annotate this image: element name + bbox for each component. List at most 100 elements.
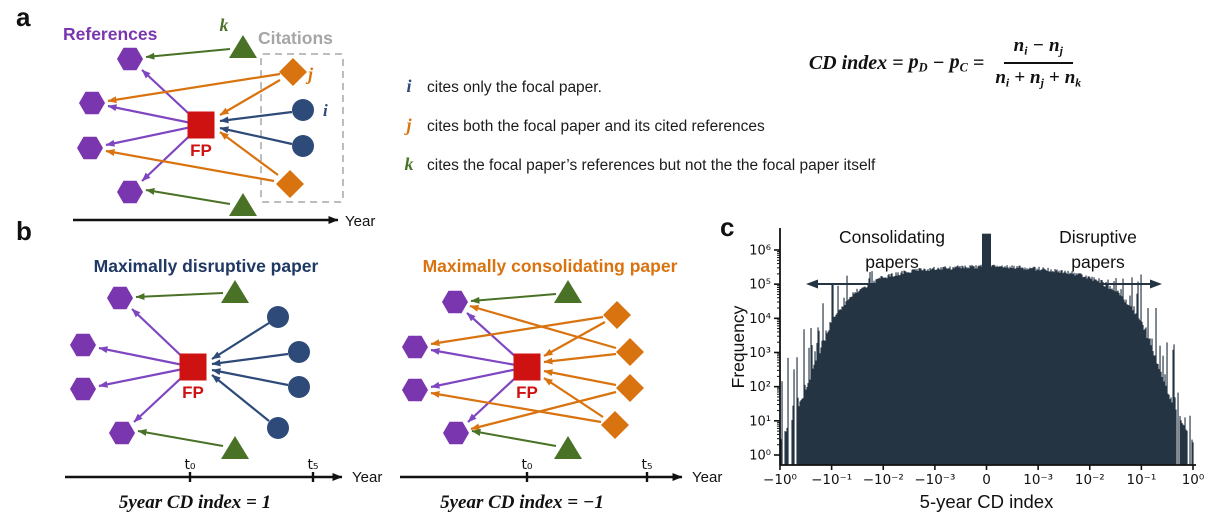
svg-text:10⁻¹: 10⁻¹ (1127, 472, 1157, 488)
legend-text-j: cites both the focal paper and its cited… (427, 118, 765, 135)
formula-lhs: CD index (808, 51, 888, 74)
reference-hexagon (77, 136, 103, 160)
formula-pC: pC (949, 50, 968, 75)
citation-to-reference-arrow (469, 304, 617, 350)
citations-dashed-box (260, 53, 344, 203)
year-axis-label: Year (352, 469, 382, 486)
formula-minus: − (932, 51, 945, 74)
reference-hexagon (79, 91, 105, 115)
consolidating-diagram: FP t₀ t₅ Year 5year CD index = −1 (400, 280, 722, 513)
j-diamond (601, 411, 629, 439)
j-cites-reference-arrow (107, 72, 281, 104)
reference-hexagon (117, 47, 143, 71)
svg-text:10³: 10³ (749, 346, 771, 361)
svg-text:−10⁻¹: −10⁻¹ (811, 472, 852, 488)
fp-label: FP (516, 383, 538, 402)
references-label: References (63, 24, 158, 44)
legend-row-i: i cites only the focal paper. (400, 76, 875, 98)
year-axis-label: Year (345, 213, 375, 230)
x-axis-title: 5-year CD index (920, 491, 1054, 512)
k-cites-reference-arrow (471, 429, 557, 447)
i-circle (292, 99, 314, 121)
panel-a-citation-diagram: Year References Citations k j i FP (63, 15, 375, 230)
consolidating-caption: 5year CD index = −1 (440, 492, 604, 513)
i-circle (288, 341, 310, 363)
legend-row-j: j cites both the focal paper and its cit… (400, 115, 875, 137)
citation-to-fp-arrow (211, 368, 289, 387)
consolidating-papers-annotation: papers (865, 252, 919, 272)
i-circle (267, 306, 289, 328)
cd-index-histogram: 10⁰ 10¹ 10² 10³ 10⁴ 10⁵ 10⁶ −10⁰ −10⁻¹ −10⁻² −10⁻³… (728, 227, 1204, 512)
disruptive-papers-annotation: papers (1071, 252, 1125, 272)
legend-row-k: k cites the focal paper’s references but… (400, 154, 876, 176)
k-letter-label: k (220, 15, 229, 35)
legend-text-i: cites only the focal paper. (427, 79, 602, 96)
y-ticks (774, 249, 780, 456)
reference-hexagon (402, 378, 428, 402)
k-cites-reference-arrow (137, 429, 224, 447)
i-letter-label: i (323, 101, 328, 120)
citation-to-fp-arrow (211, 374, 270, 422)
t0-label: t₀ (521, 457, 532, 473)
k-cites-reference-arrow (470, 293, 557, 304)
citation-to-fp-arrow (543, 321, 606, 357)
citations-label: Citations (258, 28, 333, 48)
j-letter-label: j (305, 64, 314, 84)
fp-to-reference-arrow (430, 365, 528, 389)
panel-b-letter: b (16, 216, 32, 246)
disruptive-caption: 5year CD index = 1 (119, 492, 271, 513)
panel-b-extreme-examples: Maximally disruptive paper Maximally con… (65, 256, 722, 513)
svg-text:−10⁰: −10⁰ (763, 472, 797, 488)
k-triangle (554, 436, 582, 459)
k-triangle (221, 280, 249, 303)
svg-text:10⁰: 10⁰ (749, 449, 771, 464)
panel-a-letter: a (16, 2, 31, 32)
citation-to-fp-arrow (543, 352, 617, 365)
year-axis-label: Year (692, 469, 722, 486)
legend: i cites only the focal paper. j cites bo… (400, 76, 876, 193)
legend-text-k: cites the focal paper’s references but n… (427, 157, 876, 174)
j-cites-reference-arrow (105, 149, 275, 183)
j-diamond (279, 58, 307, 86)
formula-numerator: ni − nj (1003, 35, 1073, 64)
x-tick-labels: −10⁰ −10⁻¹ −10⁻² −10⁻³ 0 10⁻³ 10⁻² 10⁻¹ 10⁰ (763, 472, 1204, 488)
disruptive-diagram: FP t₀ t₅ Year 5year CD index = 1 (65, 280, 382, 513)
formula-fraction: ni − nj ni + nj + nk (995, 35, 1081, 90)
svg-text:0: 0 (982, 472, 991, 488)
formula-eq: = (892, 51, 904, 74)
citation-to-reference-arrow (430, 315, 604, 347)
k-triangle (229, 35, 257, 58)
citation-to-fp-arrow (211, 322, 270, 360)
i-circle (267, 417, 289, 439)
legend-letter-j: j (406, 115, 412, 135)
fp-to-reference-arrow (98, 346, 194, 369)
fp-to-reference-arrow (105, 123, 202, 147)
reference-hexagon (443, 421, 469, 445)
right-arrowhead (1150, 279, 1162, 289)
y-axis-title: Frequency (728, 305, 748, 388)
k-cites-reference-arrow (145, 187, 231, 205)
reference-hexagon (109, 421, 135, 445)
j-diamond (276, 170, 304, 198)
formula-eq2: = (972, 51, 985, 74)
k-triangle (554, 280, 582, 303)
zero-bin-spike (982, 233, 991, 465)
left-arrowhead (806, 279, 818, 289)
shapes (77, 35, 314, 216)
disruptive-title: Maximally disruptive paper (94, 256, 319, 276)
disruptive-papers-annotation: Disruptive (1059, 227, 1137, 247)
focal-paper-square (187, 111, 215, 139)
svg-text:10²: 10² (749, 380, 771, 395)
reference-hexagon (442, 290, 468, 314)
svg-text:10⁻³: 10⁻³ (1023, 472, 1053, 488)
k-triangle (221, 436, 249, 459)
fp-to-reference-arrow (430, 348, 528, 369)
fp-label: FP (190, 141, 212, 160)
j-diamond (616, 338, 644, 366)
fp-to-reference-arrow (107, 104, 202, 127)
svg-text:10⁵: 10⁵ (749, 278, 771, 293)
reference-hexagon (70, 333, 96, 357)
t5-label: t₅ (307, 457, 318, 473)
svg-text:−10⁻³: −10⁻³ (914, 472, 955, 488)
